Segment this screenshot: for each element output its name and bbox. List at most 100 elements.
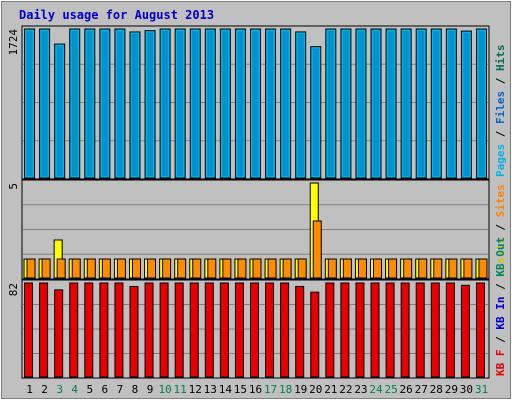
bar-kb-f	[114, 282, 124, 378]
x-tick-label: 12	[189, 383, 202, 396]
bar-hits	[385, 28, 397, 179]
bar-hits	[400, 28, 412, 179]
x-tick-label: 7	[117, 383, 124, 396]
panel-top-ymax-label: 1724	[7, 29, 20, 56]
bar-inner	[177, 31, 184, 176]
bar-hits	[159, 28, 171, 179]
bar-inner	[297, 33, 304, 177]
bar-sites	[192, 258, 202, 279]
bar-inner	[463, 33, 470, 176]
bar-kb-f	[355, 282, 365, 378]
bar-hits	[174, 28, 186, 179]
bar-sites	[418, 258, 428, 279]
bar-kb-f	[84, 282, 94, 378]
bar-kb-f	[400, 282, 410, 378]
bar-inner	[56, 46, 63, 176]
bar-hits	[295, 31, 307, 179]
bar-inner	[207, 31, 214, 176]
bar-hits	[445, 28, 457, 179]
bar-sites	[327, 258, 337, 279]
bar-hits	[370, 28, 382, 179]
x-tick-label: 25	[384, 383, 397, 396]
x-tick-label: 11	[174, 383, 187, 396]
legend-entry: Pages	[494, 144, 507, 177]
bar-hits	[310, 46, 322, 179]
bar-sites	[41, 258, 51, 279]
bar-sites	[297, 258, 307, 279]
bar-hits	[99, 28, 111, 179]
bar-inner	[71, 31, 78, 176]
x-tick-label: 1	[26, 383, 33, 396]
bar-kb-f	[250, 282, 259, 378]
legend-entry: KB In	[494, 297, 507, 330]
bar-sites	[433, 258, 443, 279]
x-tick-label: 21	[324, 383, 337, 396]
x-tick-label: 20	[309, 383, 322, 396]
bar-hits	[114, 28, 126, 179]
bar-sites	[26, 258, 36, 279]
chart-title: Daily usage for August 2013	[19, 8, 215, 22]
bar-inner	[282, 31, 289, 176]
x-tick-label: 18	[279, 383, 292, 396]
x-tick-label: 4	[71, 383, 78, 396]
bar-inner	[252, 31, 259, 176]
bar-inner	[327, 31, 334, 176]
bar-kb-f	[430, 282, 440, 378]
bar-inner	[101, 31, 108, 176]
bar-sites	[101, 258, 111, 279]
bar-kb-f	[189, 282, 199, 378]
legend-entry: /	[494, 71, 507, 91]
x-tick-label: 3	[56, 383, 63, 396]
x-tick-label: 26	[400, 383, 413, 396]
x-tick-label: 16	[249, 383, 262, 396]
bar-hits	[250, 28, 261, 179]
bar-sites	[56, 258, 66, 279]
bar-kb-f	[265, 282, 275, 378]
bar-sites	[312, 220, 322, 279]
bar-kb-f	[295, 285, 305, 378]
x-tick-label: 5	[86, 383, 93, 396]
bar-kb-f	[159, 282, 169, 378]
bar-sites	[177, 258, 187, 279]
bar-kb-f	[39, 282, 49, 378]
legend-entry: /	[494, 217, 507, 237]
bar-hits	[24, 28, 36, 179]
bar-kb-f	[460, 284, 470, 378]
bar-hits	[219, 28, 231, 179]
legend-entry: KB Out	[494, 237, 507, 277]
bar-kb-f	[219, 282, 229, 378]
x-tick-label: 9	[147, 383, 154, 396]
x-tick-label: 23	[354, 383, 367, 396]
bar-kb-f	[415, 282, 425, 378]
bar-kb-f	[234, 282, 244, 378]
bar-inner	[267, 31, 274, 176]
bar-sites	[267, 258, 277, 279]
bar-inner	[131, 33, 138, 177]
bar-hits	[69, 28, 81, 179]
x-tick-label: 2	[41, 383, 48, 396]
bar-kb-f	[129, 285, 139, 378]
bar-hits	[54, 43, 66, 179]
x-tick-label: 19	[294, 383, 307, 396]
bar-sites	[86, 258, 96, 279]
bar-hits	[475, 28, 487, 179]
bar-inner	[86, 31, 93, 176]
x-tick-label: 17	[264, 383, 277, 396]
bar-kb-f	[385, 282, 395, 378]
bar-inner	[342, 31, 349, 176]
bar-hits	[280, 28, 292, 179]
bar-kb-f	[310, 291, 320, 378]
bar-sites	[147, 258, 157, 279]
bar-kb-f	[24, 282, 34, 378]
x-tick-label: 8	[132, 383, 139, 396]
bar-inner	[418, 31, 425, 176]
bar-hits	[430, 28, 442, 179]
panel-middle-legend: Visits / Sites	[494, 184, 507, 277]
panel-middle-ymax-label: 5	[7, 183, 20, 190]
x-tick-label: 29	[445, 383, 458, 396]
legend-entry: Sites	[494, 184, 507, 217]
bar-inner	[116, 31, 123, 176]
bar-sites	[71, 258, 81, 279]
bar-hits	[189, 28, 201, 179]
